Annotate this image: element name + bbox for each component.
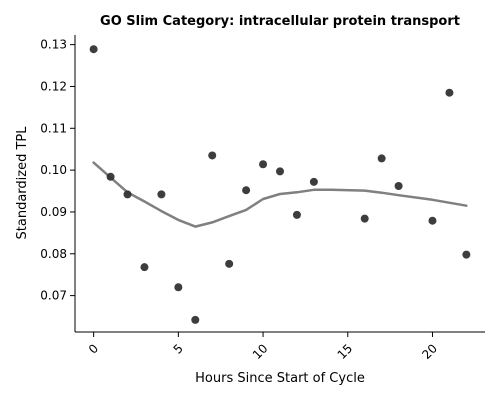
data-point <box>174 283 183 292</box>
data-point <box>123 190 132 199</box>
data-point <box>292 210 301 219</box>
y-tick-label: 0.10 <box>40 163 67 177</box>
y-tick-label: 0.09 <box>40 205 67 219</box>
data-point <box>191 315 200 324</box>
data-point <box>89 45 98 54</box>
y-tick-label: 0.07 <box>40 289 67 303</box>
x-tick-label: 20 <box>419 341 440 362</box>
trend-line <box>92 161 468 228</box>
data-point <box>106 172 115 181</box>
data-point <box>140 263 149 272</box>
data-point <box>208 151 217 160</box>
data-point <box>360 214 369 223</box>
chart-title: GO Slim Category: intracellular protein … <box>100 14 460 29</box>
x-tick-label: 15 <box>335 341 356 362</box>
x-tick-label: 10 <box>250 341 271 362</box>
data-point <box>377 154 386 163</box>
data-point <box>225 259 234 268</box>
x-tick-label: 0 <box>86 341 101 356</box>
y-tick-label: 0.08 <box>40 247 67 261</box>
data-point <box>462 250 471 259</box>
y-axis-label: Standardized TPL <box>15 126 30 240</box>
y-tick-label: 0.13 <box>40 38 67 52</box>
y-tick-label: 0.11 <box>40 121 67 135</box>
data-point <box>242 186 251 195</box>
data-point <box>309 177 318 186</box>
x-tick-label: 5 <box>171 341 186 356</box>
data-point <box>428 216 437 225</box>
y-tick-label: 0.12 <box>40 79 67 93</box>
data-point <box>259 160 268 169</box>
data-point <box>157 190 166 199</box>
data-point <box>445 88 454 97</box>
data-point <box>276 167 284 176</box>
x-axis-label: Hours Since Start of Cycle <box>195 371 365 386</box>
data-point <box>394 182 403 191</box>
plot-area: 0.07 0.08 0.09 0.10 0.11 0.12 0.13 0 5 10 15 20 <box>40 35 485 362</box>
